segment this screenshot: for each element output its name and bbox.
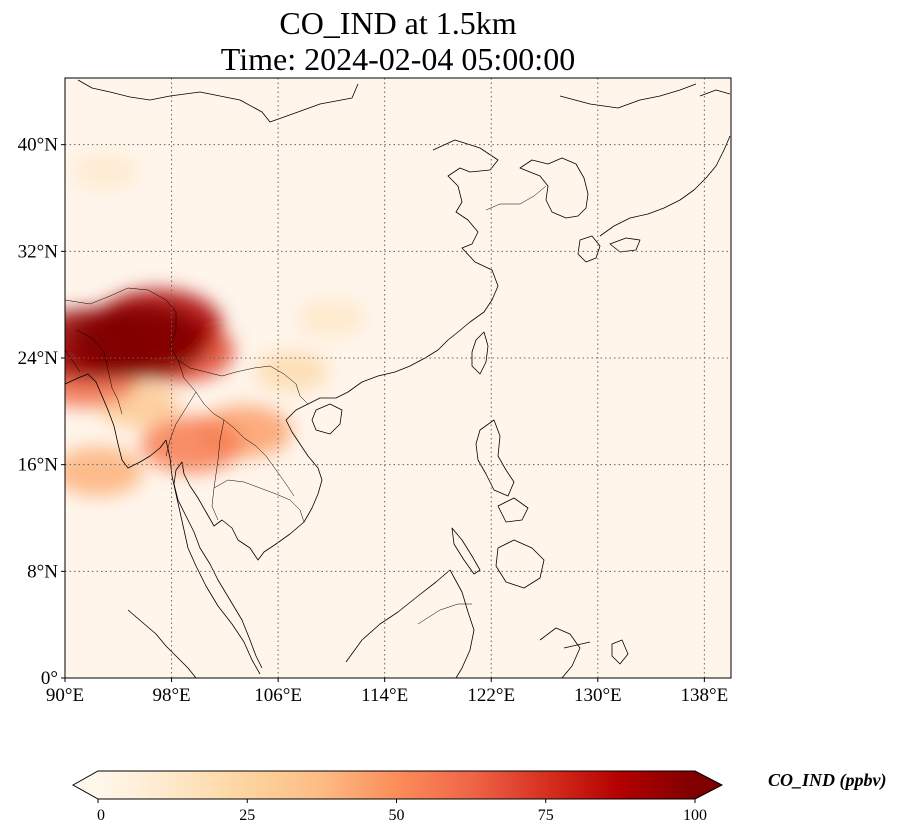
colorbar-label: CO_IND (ppbv) bbox=[768, 770, 887, 790]
sumatra bbox=[127, 609, 197, 678]
concentration-plume-4 bbox=[65, 446, 144, 497]
concentration-plume-11 bbox=[70, 304, 206, 380]
malay-peninsula bbox=[165, 439, 261, 675]
coastlines bbox=[65, 79, 731, 678]
halmahera bbox=[611, 639, 629, 665]
colorbar-tick-label: 25 bbox=[239, 807, 255, 824]
colorbar-tick-label: 50 bbox=[389, 807, 405, 824]
mainland-coastline bbox=[77, 79, 499, 669]
colorbar-tick-label: 75 bbox=[538, 807, 554, 824]
lat-tick-label: 24°N bbox=[18, 348, 59, 369]
lat-tick-label: 32°N bbox=[18, 241, 59, 262]
visayas bbox=[497, 497, 529, 523]
concentration-plume-6 bbox=[141, 416, 243, 473]
map-subtitle-time: Time: 2024-02-04 05:00:00 bbox=[220, 41, 576, 77]
lat-tick-label: 40°N bbox=[18, 135, 59, 156]
sakhalin-coast bbox=[559, 83, 697, 109]
japan-honshu bbox=[599, 135, 731, 237]
japan-hokkaido bbox=[699, 89, 731, 97]
country-borders bbox=[65, 185, 547, 625]
japan-kyushu bbox=[577, 235, 601, 263]
lon-tick-label: 98°E bbox=[152, 685, 190, 706]
colorbar-tick-label: 0 bbox=[97, 807, 105, 824]
hainan bbox=[311, 403, 343, 435]
taiwan bbox=[471, 331, 489, 375]
colorbar: 0 25 50 75 100 bbox=[71, 770, 724, 824]
korean-peninsula bbox=[519, 157, 589, 219]
japan-shikoku bbox=[609, 237, 641, 253]
borneo bbox=[345, 569, 475, 678]
lon-tick-label: 138°E bbox=[681, 685, 729, 706]
colorbar-ticks: 0 25 50 75 100 bbox=[97, 799, 707, 824]
lon-tick-label: 90°E bbox=[46, 685, 84, 706]
concentration-plume-2 bbox=[254, 350, 329, 393]
lon-tick-label: 106°E bbox=[254, 685, 302, 706]
lon-tick-label: 130°E bbox=[574, 685, 622, 706]
map-title: CO_IND at 1.5km bbox=[279, 5, 517, 41]
luzon bbox=[475, 419, 515, 497]
concentration-plume-1 bbox=[297, 298, 366, 338]
sulawesi bbox=[539, 627, 591, 678]
map-frame bbox=[64, 77, 732, 679]
mindanao bbox=[495, 539, 545, 589]
latitude-axis: 0° 8°N 16°N 24°N 32°N 40°N bbox=[18, 135, 65, 689]
colorbar-gradient bbox=[71, 770, 724, 800]
lat-tick-label: 0° bbox=[41, 668, 58, 689]
graticule bbox=[65, 78, 731, 678]
lat-tick-label: 8°N bbox=[27, 561, 58, 582]
palawan bbox=[451, 527, 481, 575]
longitude-axis: 90°E 98°E 106°E 114°E 122°E 130°E 138°E bbox=[46, 678, 728, 706]
concentration-field bbox=[65, 152, 366, 497]
lon-tick-label: 114°E bbox=[361, 685, 408, 706]
lat-tick-label: 16°N bbox=[18, 455, 59, 476]
concentration-plume-0 bbox=[71, 152, 139, 190]
lon-tick-label: 122°E bbox=[467, 685, 515, 706]
colorbar-tick-label: 100 bbox=[683, 807, 707, 824]
myanmar-coastline bbox=[65, 373, 167, 469]
